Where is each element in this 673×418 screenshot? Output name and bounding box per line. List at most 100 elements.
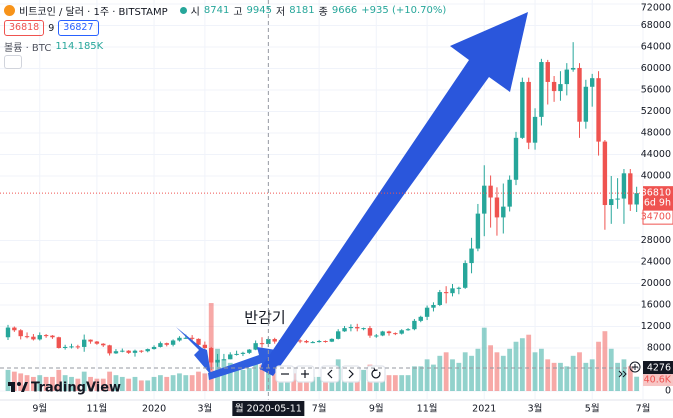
candle-body [602, 141, 608, 206]
volume-bar [50, 376, 55, 391]
candle-body [418, 316, 423, 321]
symbol-title: 비트코인 / 달러 · 1주 · BITSTAMP [19, 7, 168, 18]
volume-bar [316, 376, 322, 391]
toolbar [275, 365, 386, 383]
candle-body [532, 116, 538, 143]
candle-body [412, 320, 417, 330]
candle-body [145, 349, 150, 352]
candle-body [253, 343, 258, 350]
candle-body [551, 81, 557, 92]
candle-body [50, 335, 55, 338]
candle-body [215, 359, 220, 363]
volume-bar [526, 334, 532, 391]
x-tick-label: 9월 [369, 403, 384, 415]
last-price-box [643, 186, 673, 211]
candle-body [386, 331, 392, 334]
scroll-latest-button[interactable] [618, 370, 623, 378]
small-arrow [208, 347, 289, 380]
volume-bar [558, 362, 563, 391]
volume-legend-row: 볼륨 · BTC 114.185K [4, 39, 103, 54]
right-icons [618, 361, 641, 378]
collapse-button[interactable] [4, 55, 22, 69]
y-tick-label: 52000 [641, 106, 671, 117]
candle-body [329, 338, 335, 342]
volume-bar [481, 327, 487, 391]
candle-body [361, 328, 366, 330]
bid-box[interactable]: 36818 [4, 20, 45, 36]
candle-body [507, 179, 512, 207]
candle-body [62, 346, 68, 348]
volume-bar [113, 375, 119, 391]
y-tick-label: 44000 [641, 149, 671, 160]
volume-bar [608, 348, 614, 391]
volume-bar [227, 362, 233, 391]
volume-bar [424, 359, 430, 391]
volume-bar [551, 362, 557, 391]
candle-body [501, 206, 506, 218]
candle-body [494, 197, 500, 218]
candle-body [424, 307, 430, 317]
y-tick-label: 20000 [641, 278, 671, 289]
candle-body [247, 349, 252, 353]
brand: TradingView [31, 381, 121, 396]
candle-body [221, 359, 227, 361]
y-tick-label: 28000 [641, 235, 671, 246]
candle-body [12, 327, 17, 331]
candle-body [316, 341, 322, 343]
last-price-label: 36810 [641, 188, 671, 199]
volume-bar [81, 371, 87, 391]
volume-bar [18, 373, 24, 391]
scroll-right-button[interactable] [341, 365, 361, 383]
x-tick-label: 2021 [472, 404, 496, 415]
y-tick-label: 40000 [641, 171, 671, 182]
candle-body [304, 341, 309, 343]
candle-body [82, 339, 87, 347]
candle-body [577, 67, 582, 122]
volume-bar [37, 375, 43, 391]
candle-body [570, 67, 576, 70]
x-tick-label: 11월 [417, 403, 438, 415]
volume-bar [56, 369, 62, 391]
candle-body [323, 341, 328, 343]
volume-bar [450, 359, 455, 391]
candle-body [443, 292, 449, 294]
volume-bar [5, 369, 11, 391]
volume-bar [596, 341, 601, 391]
scroll-left-button[interactable] [320, 365, 340, 383]
y-tick-label: 16000 [641, 300, 671, 311]
candle-body [545, 62, 550, 82]
add-button[interactable] [629, 361, 641, 373]
candle-body [234, 353, 239, 355]
volume-bar [164, 376, 170, 391]
volume-bar [361, 369, 366, 391]
candle-body [88, 339, 93, 342]
y-tick-label: 68000 [641, 20, 671, 31]
volume-bar [138, 380, 144, 391]
candle-body [450, 288, 455, 294]
coin-icon [4, 5, 15, 16]
x-tick-label: 5월 [585, 403, 600, 415]
candle-body [342, 328, 347, 332]
candle-body [348, 327, 354, 329]
spread: 9 [48, 22, 55, 34]
icon [348, 369, 354, 379]
volume-bar [577, 352, 582, 391]
y-tick-label: 72000 [641, 3, 671, 14]
candle-body [628, 173, 633, 205]
change-value: +935 (+10.70%) [361, 5, 447, 16]
volume-bar [621, 359, 627, 391]
candle-body [336, 331, 341, 339]
candle-body [126, 350, 131, 353]
candle-body [272, 339, 277, 342]
candle-body [5, 327, 11, 338]
volume-bar [107, 371, 112, 391]
reset-button[interactable] [366, 365, 386, 383]
crosshair-time-box [232, 401, 305, 416]
volume-bar [158, 375, 163, 391]
ask-box[interactable]: 36827 [58, 20, 99, 36]
volume-bar [69, 376, 74, 391]
volume-bar [11, 371, 17, 391]
volume-bar [240, 369, 246, 391]
volume-bar [310, 376, 316, 391]
candle-body [583, 86, 589, 122]
